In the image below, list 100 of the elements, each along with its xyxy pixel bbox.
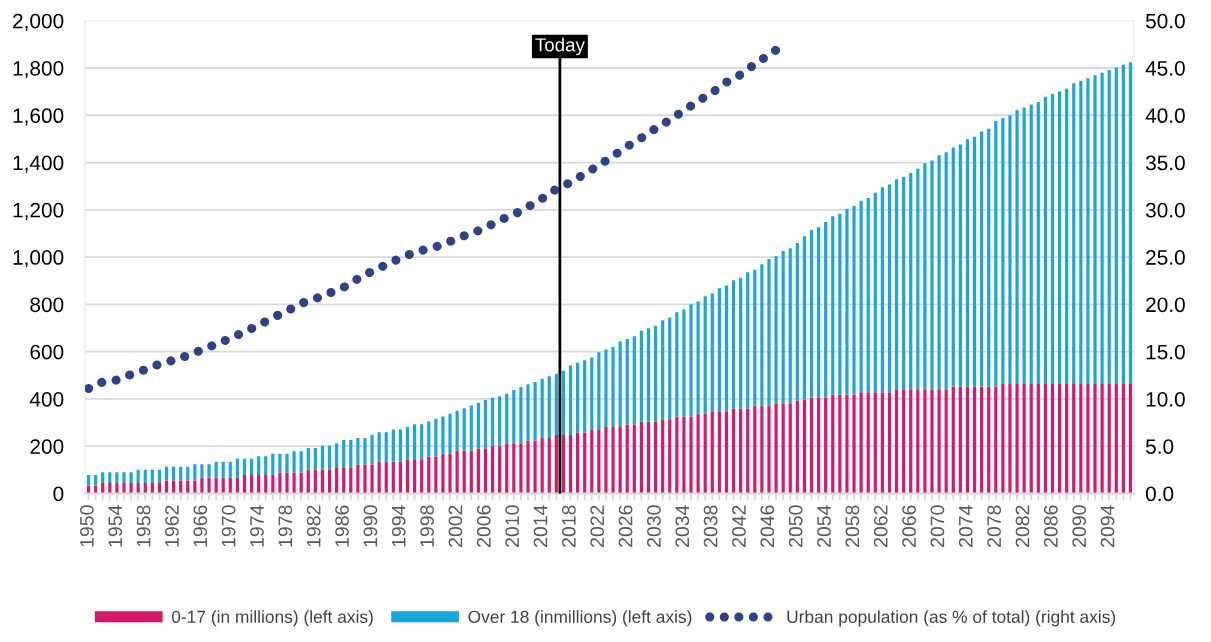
bar [788, 403, 792, 494]
bar [377, 432, 381, 462]
bar [753, 405, 757, 494]
bar [802, 399, 807, 494]
bar [370, 434, 374, 465]
bar [710, 293, 714, 412]
bar [774, 256, 778, 404]
bar [689, 304, 693, 417]
x-tick-label: 2018 [561, 505, 576, 547]
bar [349, 440, 353, 468]
bar [356, 464, 360, 494]
bar [717, 288, 721, 412]
bar [512, 389, 516, 444]
bar [1093, 75, 1097, 385]
bar [122, 483, 126, 494]
bar [356, 437, 360, 465]
x-tick-label: 2082 [1015, 505, 1030, 547]
bar [86, 475, 91, 486]
bar [916, 389, 920, 494]
y-tick-label: 1,800 [13, 60, 64, 79]
bar [696, 413, 700, 494]
bar [987, 386, 991, 494]
bar [1121, 64, 1125, 385]
bar [824, 397, 828, 494]
x-tick-label: 1982 [306, 505, 321, 547]
bar [455, 450, 459, 494]
bar [306, 469, 310, 494]
bar [1036, 102, 1040, 385]
bar [1022, 384, 1026, 494]
bar [958, 386, 962, 494]
bar [944, 152, 948, 390]
bar [632, 424, 636, 494]
bar [930, 160, 934, 390]
bar [526, 440, 530, 494]
bar [278, 453, 282, 473]
bar [271, 453, 275, 476]
y-tick-label: 2,000 [13, 13, 64, 31]
bar [760, 264, 764, 406]
bar [661, 419, 665, 494]
bar [576, 362, 580, 433]
bar [420, 424, 424, 460]
bar [1057, 91, 1062, 385]
bar [880, 392, 884, 494]
y2-tick-label: 30.0 [1145, 202, 1185, 218]
bar [902, 389, 906, 494]
bar [306, 448, 310, 470]
bar [398, 429, 402, 462]
bar [533, 381, 537, 441]
bar [115, 472, 119, 484]
bar [965, 139, 970, 387]
legend-label: Urban population (as % of total) (right axis) [787, 610, 1116, 627]
bar [795, 242, 799, 401]
bar [965, 386, 970, 494]
bar [887, 392, 892, 494]
y-tick-label: 0 [53, 486, 64, 502]
bar [880, 187, 884, 393]
bar [264, 456, 268, 476]
bar [689, 416, 693, 494]
bar [682, 309, 686, 417]
y-tick-label: 1,600 [13, 108, 64, 126]
bar [441, 416, 445, 454]
bar [568, 365, 573, 436]
bar [838, 213, 842, 395]
bar [94, 475, 98, 486]
bar [951, 147, 955, 387]
bar [873, 192, 877, 393]
bar [767, 405, 771, 494]
bar [1128, 384, 1133, 494]
bar [972, 386, 977, 494]
bar [533, 440, 537, 494]
bar [717, 411, 721, 494]
bar [817, 397, 821, 494]
bar [746, 408, 750, 494]
x-tick-label: 1994 [391, 505, 406, 547]
y2-tick-label: 25.0 [1146, 250, 1185, 265]
x-tick-label: 2078 [987, 505, 1002, 547]
y-tick-label: 200 [30, 439, 64, 454]
bar [1086, 384, 1090, 494]
bar [611, 427, 615, 494]
bar [866, 198, 870, 393]
x-tick-label: 1950 [79, 505, 94, 547]
bar [824, 222, 828, 398]
bar [852, 205, 856, 395]
bar [590, 429, 594, 494]
bar [129, 472, 133, 484]
bar [902, 176, 906, 390]
bar [724, 411, 729, 494]
bar [944, 389, 948, 494]
x-tick-label: 2030 [647, 505, 661, 547]
bar [980, 131, 984, 387]
bar [554, 373, 558, 436]
x-tick-label: 1990 [363, 505, 378, 547]
bar [632, 336, 636, 425]
bar [731, 408, 736, 494]
bar [1043, 96, 1047, 385]
bar [1107, 70, 1111, 385]
bar [1036, 384, 1040, 494]
bar [703, 413, 707, 494]
y-tick-label: 1,000 [13, 250, 64, 268]
bar [646, 421, 651, 494]
